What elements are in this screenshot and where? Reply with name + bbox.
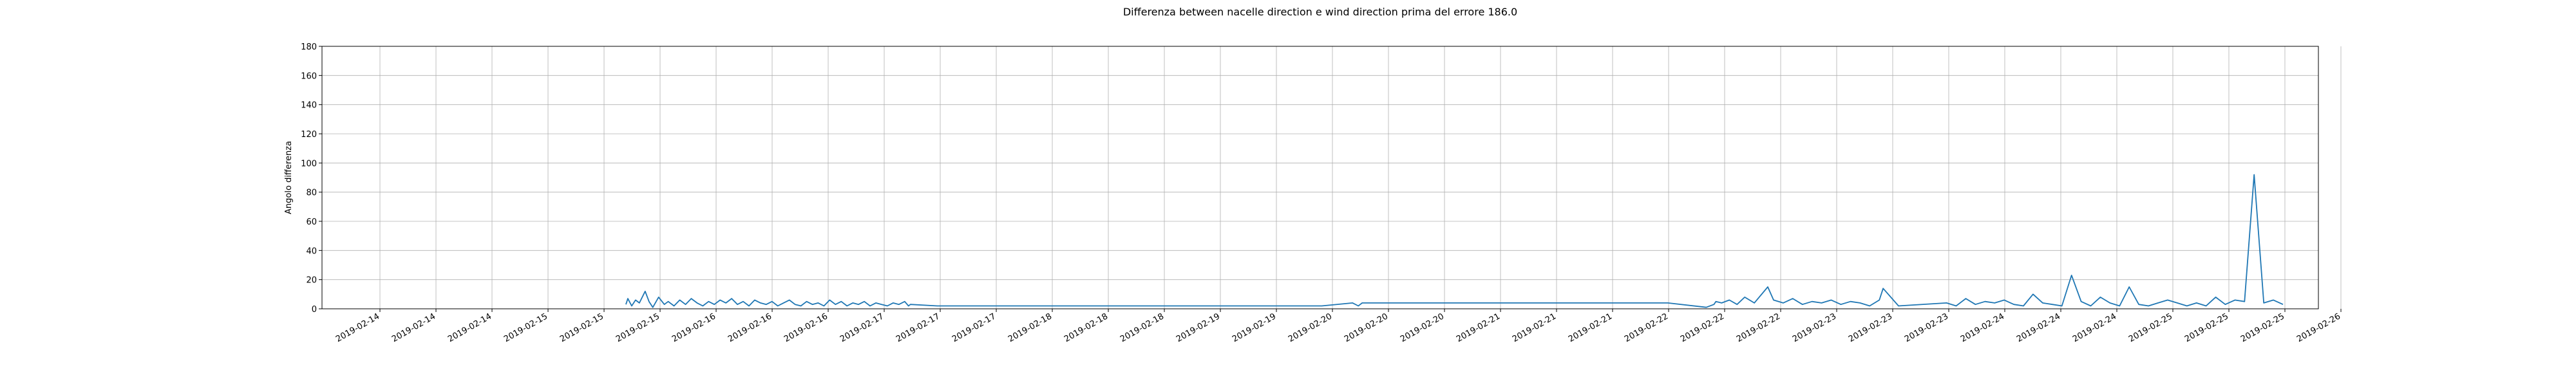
x-tick-label: 2019-02-26 [2295,311,2342,344]
x-tick-label: 2019-02-14 [446,311,493,344]
x-tick-label: 2019-02-19 [1175,311,1222,344]
x-tick-label: 2019-02-18 [1007,311,1054,344]
x-tick-label: 2019-02-16 [782,311,829,344]
x-tick-label: 2019-02-20 [1343,311,1390,344]
x-tick-label: 2019-02-14 [390,311,437,344]
chart-title: Differenza between nacelle direction e w… [1123,6,1517,18]
y-axis-label: Angolo differenza [284,141,294,214]
x-tick-label: 2019-02-17 [895,311,942,344]
x-tick-label: 2019-02-21 [1567,311,1614,344]
x-tick-label: 2019-02-17 [951,311,998,344]
y-tick-label: 140 [301,101,317,111]
x-tick-label: 2019-02-23 [1847,311,1894,344]
x-tick-label: 2019-02-16 [670,311,717,344]
x-tick-label: 2019-02-15 [558,311,605,344]
x-tick-label: 2019-02-25 [2239,311,2286,344]
y-axis: 0 20 40 60 80 100 120 140 160 180 [301,42,322,315]
x-tick-label: 2019-02-18 [1119,311,1166,344]
y-tick-label: 20 [306,276,317,286]
x-tick-label: 2019-02-22 [1735,311,1782,344]
x-tick-label: 2019-02-20 [1287,311,1334,344]
x-tick-label: 2019-02-17 [838,311,886,344]
y-tick-label: 80 [306,188,317,198]
y-tick-label: 0 [312,305,317,315]
y-tick-label: 60 [306,217,317,227]
x-tick-label: 2019-02-21 [1511,311,1558,344]
x-tick-label: 2019-02-20 [1399,311,1446,344]
data-series [625,174,2284,308]
plot-frame [321,46,2319,309]
series-line [625,174,2284,308]
y-tick-label: 160 [301,71,317,81]
x-tick-label: 2019-02-14 [334,311,381,344]
x-tick-label: 2019-02-15 [502,311,549,344]
x-tick-label: 2019-02-22 [1623,311,1670,344]
x-tick-label: 2019-02-18 [1063,311,1110,344]
y-tick-label: 120 [301,130,317,140]
x-tick-label: 2019-02-24 [2071,311,2118,344]
y-tick-label: 180 [301,42,317,52]
x-tick-label: 2019-02-25 [2183,311,2230,344]
x-axis: 2019-02-14 2019-02-14 2019-02-14 2019-02-15… [334,309,2342,344]
x-tick-label: 2019-02-23 [1903,311,1950,344]
x-tick-label: 2019-02-23 [1791,311,1838,344]
y-tick-label: 100 [301,159,317,169]
x-tick-label: 2019-02-16 [726,311,773,344]
x-tick-label: 2019-02-19 [1231,311,1278,344]
x-tick-label: 2019-02-22 [1679,311,1726,344]
x-tick-label: 2019-02-24 [1959,311,2006,344]
x-tick-label: 2019-02-24 [2015,311,2062,344]
x-tick-label: 2019-02-25 [2127,311,2174,344]
x-tick-label: 2019-02-15 [614,311,661,344]
x-tick-label: 2019-02-21 [1455,311,1502,344]
grid [322,46,2342,309]
y-tick-label: 40 [306,246,317,256]
